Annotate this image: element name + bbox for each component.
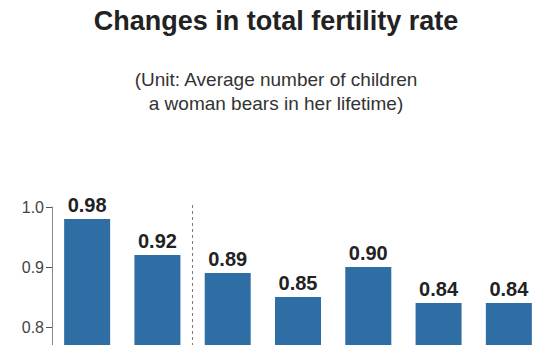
svg-text:0.98: 0.98	[68, 194, 107, 216]
svg-text:0.85: 0.85	[279, 272, 318, 294]
svg-text:0.92: 0.92	[138, 230, 177, 252]
svg-text:a woman bears in her lifetime): a woman bears in her lifetime)	[149, 93, 404, 114]
svg-text:0.84: 0.84	[489, 278, 529, 300]
svg-text:0.84: 0.84	[419, 278, 459, 300]
svg-text:0.89: 0.89	[208, 248, 247, 270]
svg-text:1.0: 1.0	[22, 199, 44, 216]
svg-text:0.9: 0.9	[22, 259, 44, 276]
svg-text:Changes in total fertility rat: Changes in total fertility rate	[94, 6, 459, 36]
svg-text:0.8: 0.8	[22, 319, 44, 336]
svg-text:0.90: 0.90	[349, 242, 388, 264]
svg-text:(Unit: Average number of child: (Unit: Average number of children	[135, 69, 418, 90]
